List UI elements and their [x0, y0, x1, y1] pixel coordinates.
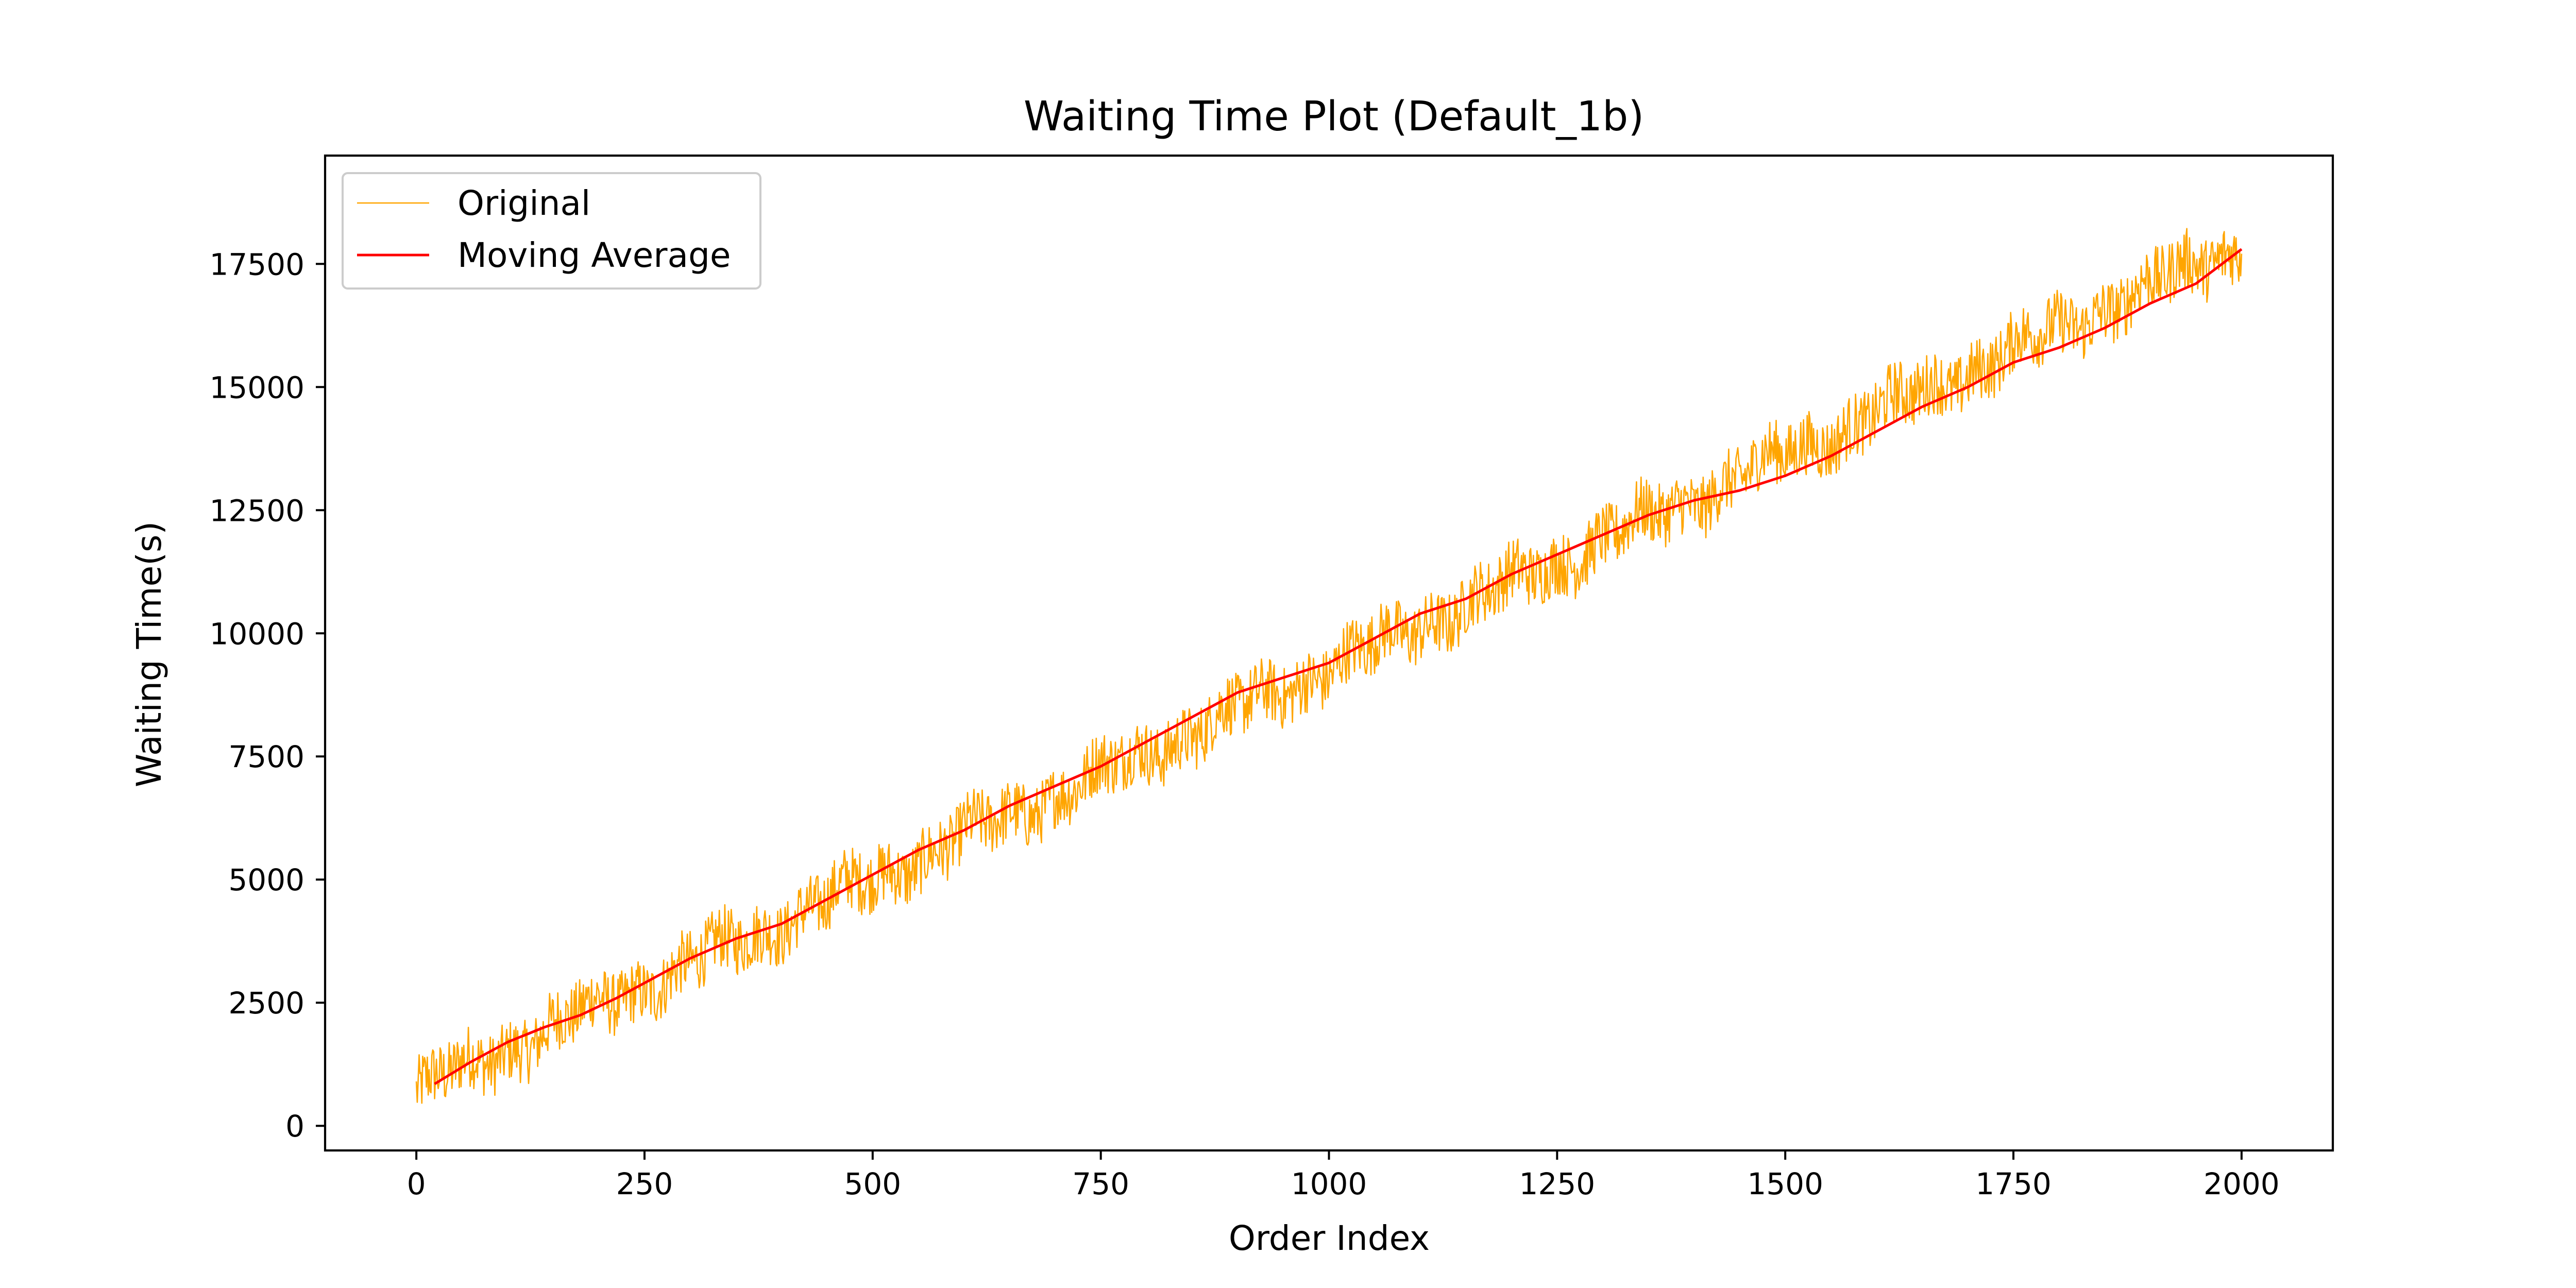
x-tick-label: 250: [616, 1166, 673, 1201]
y-tick-label: 7500: [228, 739, 304, 774]
y-tick-label: 0: [285, 1109, 304, 1144]
y-axis-label: Waiting Time(s): [129, 521, 169, 787]
x-tick-label: 0: [407, 1166, 426, 1201]
legend-label-original: Original: [457, 183, 590, 223]
y-tick-label: 5000: [228, 862, 304, 897]
x-tick-label: 2000: [2204, 1166, 2280, 1201]
x-tick-label: 1500: [1747, 1166, 1823, 1201]
y-tick-label: 15000: [209, 370, 304, 405]
x-tick-label: 1250: [1519, 1166, 1596, 1201]
y-tick-label: 10000: [209, 616, 304, 651]
legend: Original Moving Average: [343, 173, 760, 289]
x-tick-label: 500: [844, 1166, 901, 1201]
x-tick-label: 1000: [1291, 1166, 1367, 1201]
x-tick-label: 1750: [1975, 1166, 2052, 1201]
x-tick-label: 750: [1072, 1166, 1129, 1201]
y-tick-label: 17500: [209, 247, 304, 282]
x-axis-label: Order Index: [1229, 1218, 1430, 1258]
y-tick-label: 12500: [209, 493, 304, 528]
y-tick-label: 2500: [228, 986, 304, 1021]
legend-label-moving-average: Moving Average: [457, 235, 731, 275]
chart-title: Waiting Time Plot (Default_1b): [1024, 93, 1644, 140]
